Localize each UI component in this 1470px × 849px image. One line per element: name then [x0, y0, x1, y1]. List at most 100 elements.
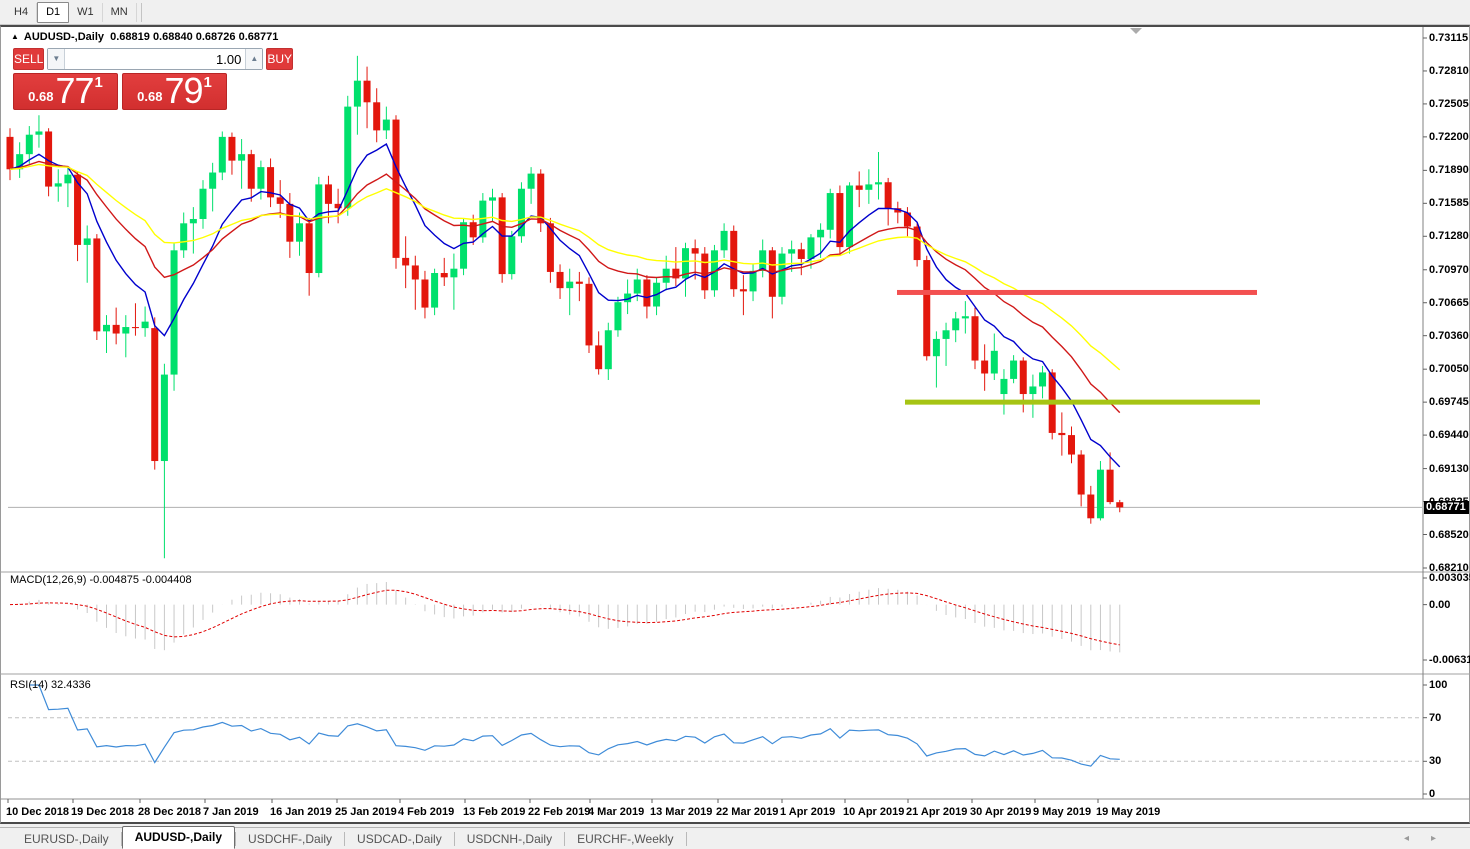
candle-body: [344, 106, 352, 209]
tab-scroll-left-icon[interactable]: ◂: [1403, 832, 1409, 844]
candle-body: [720, 230, 728, 251]
candle-body: [546, 223, 554, 272]
candle-body: [952, 318, 960, 331]
candle-body: [286, 203, 294, 242]
tab-separator: [235, 831, 237, 846]
macd-axis-label: 0.00: [1429, 598, 1451, 611]
date-axis-label: 1 Apr 2019: [780, 806, 836, 818]
candle-body: [633, 279, 641, 294]
chart-tab-usdcnh-daily[interactable]: USDCNH-,Daily: [466, 832, 553, 846]
resistance-line[interactable]: [897, 289, 1257, 295]
candle-body: [112, 324, 120, 334]
buy-price-big: 79: [164, 70, 203, 111]
candle-body: [363, 80, 371, 103]
candle-body: [788, 249, 796, 254]
price-axis-label: 0.70050: [1429, 363, 1469, 376]
chart-tab-usdcad-daily[interactable]: USDCAD-,Daily: [357, 832, 442, 846]
candle-body: [1077, 454, 1085, 495]
candle-body: [1000, 378, 1008, 395]
candle-body: [797, 249, 805, 259]
price-axis-label: 0.72200: [1429, 130, 1469, 143]
candle-body: [865, 184, 873, 190]
candle-body: [392, 119, 400, 258]
candle-body: [267, 167, 275, 198]
volume-stepper: ▼ ▲: [47, 48, 264, 70]
chart-tab-audusd-daily[interactable]: AUDUSD-,Daily: [121, 826, 236, 849]
date-axis-label: 22 Feb 2019: [528, 806, 591, 818]
candle-body: [122, 327, 130, 334]
candle-body: [537, 173, 545, 224]
candle-body: [855, 185, 863, 190]
chart-tab-eurusd-daily[interactable]: EURUSD-,Daily: [24, 832, 109, 846]
chart-ohlc-values: 0.68819 0.68840 0.68726 0.68771: [110, 31, 279, 43]
candle-body: [517, 188, 525, 237]
sell-price-base: 0.68: [28, 89, 54, 104]
candle-body: [1039, 372, 1047, 387]
timeframe-tab-d1[interactable]: D1: [37, 1, 70, 23]
buy-price-pip: 1: [203, 74, 212, 91]
price-axis-label: 0.68520: [1429, 528, 1469, 541]
chart-tab-usdchf-daily[interactable]: USDCHF-,Daily: [248, 832, 333, 846]
buy-button[interactable]: BUY: [266, 48, 294, 70]
rsi-axis-label: 70: [1429, 711, 1442, 724]
candle-body: [305, 223, 313, 274]
buy-quote-button[interactable]: 0.68 79 1: [122, 73, 227, 110]
candle-body: [35, 131, 43, 135]
candle-body: [93, 238, 101, 332]
price-axis-label: 0.70970: [1429, 263, 1469, 276]
price-axis-label: 0.71890: [1429, 164, 1469, 177]
candle-body: [691, 248, 699, 254]
candle-body: [836, 193, 844, 248]
timeframe-tab-h4[interactable]: H4: [6, 2, 38, 22]
volume-increase-button[interactable]: ▲: [245, 49, 263, 69]
date-axis-label: 21 Apr 2019: [906, 806, 968, 818]
price-axis-label: 0.68210: [1429, 562, 1469, 574]
price-axis-label: 0.71585: [1429, 197, 1469, 210]
candle-body: [624, 293, 632, 303]
volume-decrease-button[interactable]: ▼: [48, 49, 66, 69]
candle-body: [489, 197, 496, 201]
candle-body: [218, 136, 226, 173]
rsi-axis-label: 100: [1429, 679, 1448, 691]
candle-body: [971, 316, 979, 361]
date-axis-label: 19 Dec 2018: [71, 806, 134, 818]
chart-symbol-label: AUDUSD-,Daily: [23, 31, 104, 43]
candle-body: [296, 223, 303, 242]
candle-body: [1010, 360, 1018, 379]
chart-tab-eurchf-weekly[interactable]: EURCHF-,Weekly: [577, 832, 674, 846]
candle-body: [817, 229, 825, 238]
sell-quote-button[interactable]: 0.68 77 1: [13, 73, 118, 110]
candle-body: [160, 374, 168, 462]
price-axis-label: 0.73115: [1429, 32, 1469, 44]
support-line[interactable]: [905, 399, 1260, 405]
candle-body: [846, 185, 854, 248]
candle-body: [45, 131, 53, 187]
tab-separator: [344, 831, 346, 846]
ma-fast-line: [9, 142, 1121, 468]
candle-body: [353, 80, 361, 107]
volume-input[interactable]: [65, 49, 246, 69]
date-axis-label: 16 Jan 2019: [270, 806, 332, 818]
candle-body: [334, 203, 342, 209]
candle-body: [990, 350, 998, 374]
tab-scroll-right-icon[interactable]: ▸: [1430, 832, 1436, 844]
rsi-line: [29, 684, 1120, 767]
sell-button[interactable]: SELL: [13, 48, 45, 70]
candle-body: [923, 260, 931, 357]
candle-body: [6, 136, 14, 170]
candle-body: [730, 230, 738, 290]
timeframe-tab-mn[interactable]: MN: [103, 2, 137, 22]
candle-body: [151, 328, 159, 462]
candle-body: [103, 324, 110, 332]
chart-shift-marker-icon[interactable]: [1130, 28, 1142, 34]
candle-body: [460, 222, 468, 269]
candle-body: [131, 327, 139, 329]
candle-body: [1096, 469, 1104, 519]
timeframe-tab-w1[interactable]: W1: [69, 2, 103, 22]
candle-body: [826, 193, 834, 230]
candle-body: [932, 338, 940, 357]
candle-body: [894, 208, 902, 213]
candle-body: [778, 253, 786, 297]
